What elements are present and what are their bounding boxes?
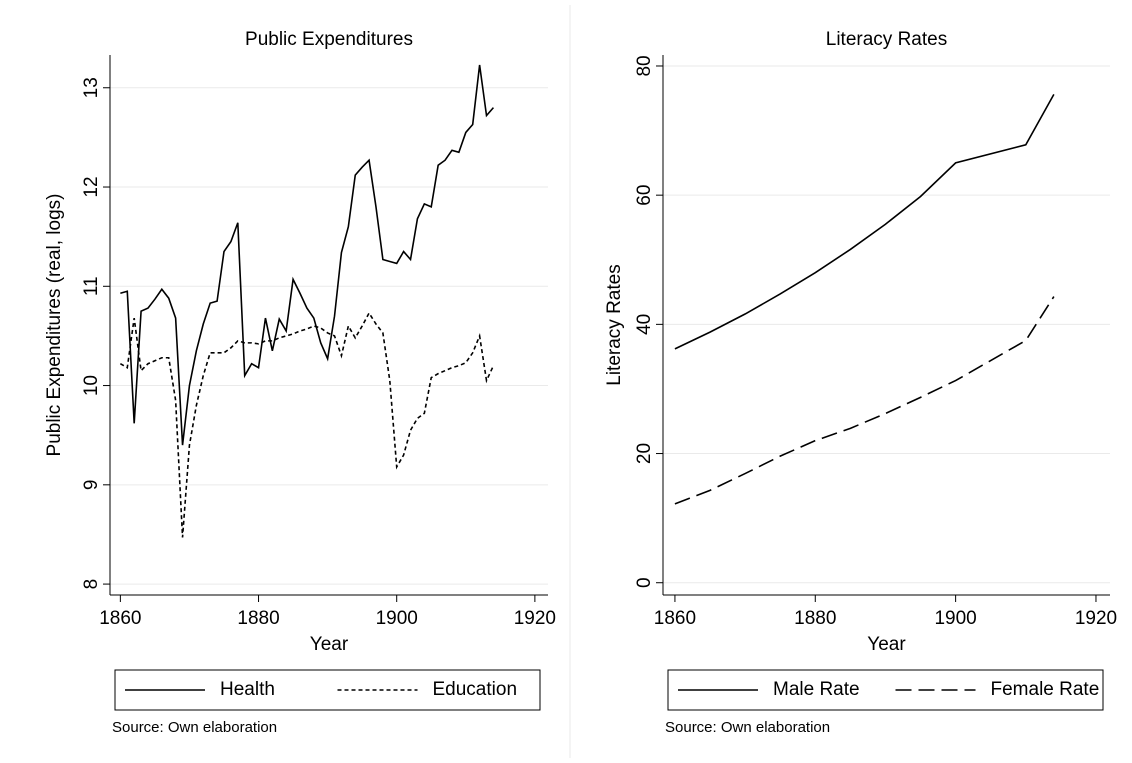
y-tick-label: 12 xyxy=(81,176,102,197)
legend-label: Education xyxy=(433,679,518,700)
source-note: Source: Own elaboration xyxy=(112,719,277,736)
legend-box xyxy=(114,669,541,711)
y-tick-label: 0 xyxy=(634,577,655,588)
data-line xyxy=(674,296,1055,505)
chart-title: Literacy Rates xyxy=(826,29,947,50)
y-tick-label: 60 xyxy=(634,185,655,206)
data-line xyxy=(674,94,1055,350)
y-tick-label: 40 xyxy=(634,314,655,335)
y-tick-label: 9 xyxy=(81,480,102,491)
legend-label: Health xyxy=(220,679,275,700)
data-line xyxy=(119,311,495,538)
y-tick-label: 20 xyxy=(634,443,655,464)
x-tick-label: 1880 xyxy=(237,608,279,629)
x-tick-label: 1920 xyxy=(514,608,556,629)
legend-label: Male Rate xyxy=(773,679,860,700)
y-axis-label: Public Expenditures (real, logs) xyxy=(44,194,65,457)
chart-title: Public Expenditures xyxy=(245,29,413,50)
data-line xyxy=(120,64,495,446)
y-tick-label: 80 xyxy=(634,55,655,76)
x-tick-label: 1900 xyxy=(934,608,976,629)
y-tick-label: 10 xyxy=(81,375,102,396)
x-axis-label: Year xyxy=(310,634,349,655)
y-axis-label: Literacy Rates xyxy=(604,264,625,385)
y-tick-label: 11 xyxy=(81,276,102,296)
x-tick-label: 1860 xyxy=(99,608,141,629)
x-tick-label: 1880 xyxy=(794,608,836,629)
source-note: Source: Own elaboration xyxy=(665,719,830,736)
legend-box xyxy=(667,669,1104,711)
x-tick-label: 1900 xyxy=(376,608,418,629)
y-tick-label: 13 xyxy=(81,77,102,98)
x-tick-label: 1860 xyxy=(654,608,696,629)
x-tick-label: 1920 xyxy=(1075,608,1117,629)
legend-label: Female Rate xyxy=(991,679,1100,700)
y-tick-label: 8 xyxy=(81,579,102,590)
x-axis-label: Year xyxy=(867,634,906,655)
